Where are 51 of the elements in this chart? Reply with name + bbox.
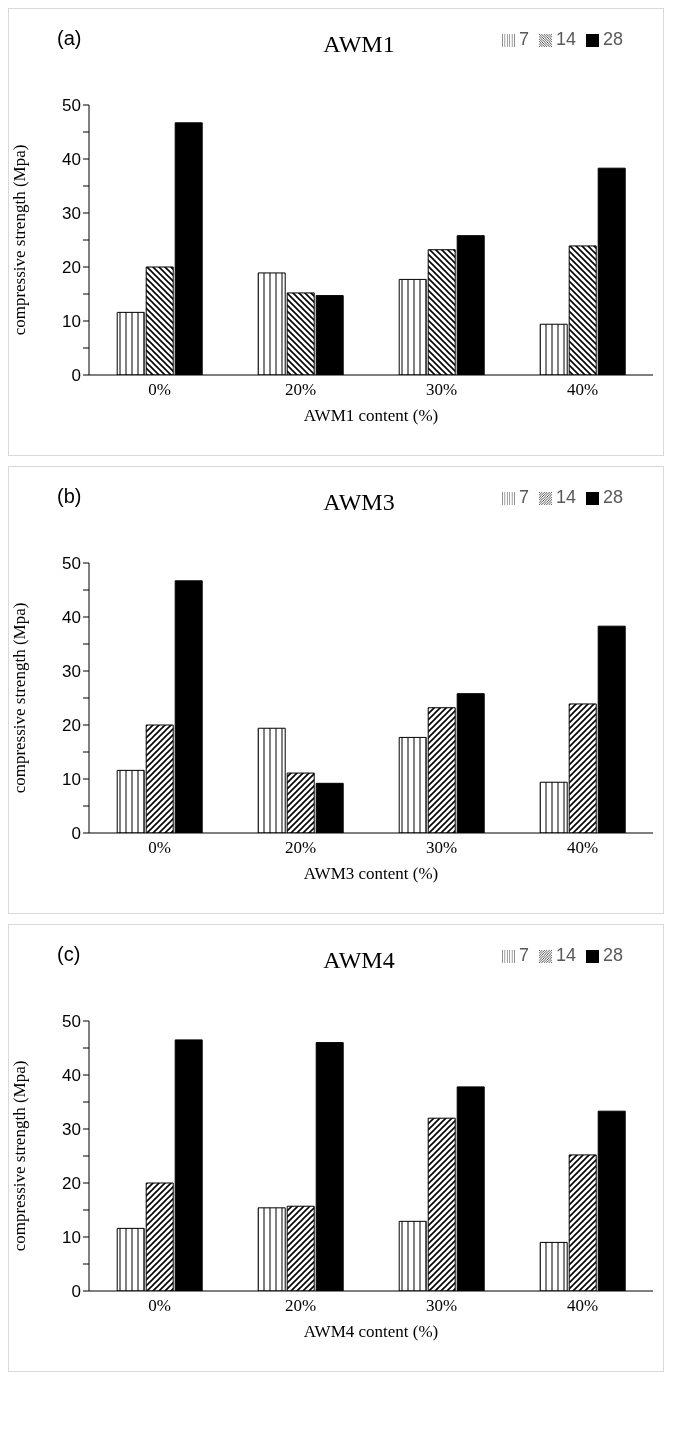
x-axis-title: AWM4 content (%) — [303, 1322, 439, 1341]
y-tick-label: 30 — [62, 204, 81, 224]
y-tick-label: 50 — [62, 96, 81, 116]
x-tick-label: 40% — [566, 380, 599, 400]
legend-label: 7 — [518, 487, 529, 507]
text: (b) — [57, 485, 82, 508]
y-tick-label: 50 — [62, 1012, 81, 1032]
y-tick-label: 0 — [71, 824, 81, 844]
y-tick-label: 30 — [62, 662, 81, 682]
y-tick-label: 30 — [62, 1120, 81, 1140]
chart-title: AWM1 — [322, 31, 396, 58]
legend-label: 14 — [555, 487, 576, 507]
legend-label: 7 — [518, 945, 529, 965]
x-tick-label: 30% — [425, 1296, 458, 1316]
y-tick-label: 50 — [62, 554, 81, 574]
x-tick-label: 0% — [148, 1296, 171, 1316]
legend-label: 14 — [555, 945, 576, 965]
chart-title: AWM4 — [322, 947, 396, 974]
text: (a) — [57, 27, 82, 50]
x-tick-label: 20% — [284, 1296, 317, 1316]
legend-label: 14 — [555, 29, 576, 49]
x-tick-label: 40% — [566, 838, 599, 858]
legend-label: 28 — [602, 487, 623, 507]
y-tick-label: 10 — [62, 1228, 81, 1248]
y-tick-label: 0 — [71, 1282, 81, 1302]
y-tick-label: 0 — [71, 366, 81, 386]
x-axis-title: AWM3 content (%) — [303, 864, 439, 883]
y-axis-title: compressive strength (Mpa) — [10, 1060, 30, 1252]
x-tick-label: 30% — [425, 380, 458, 400]
y-tick-label: 10 — [62, 312, 81, 332]
y-axis-title: compressive strength (Mpa) — [10, 602, 30, 794]
x-tick-label: 20% — [284, 380, 317, 400]
text: (c) — [57, 943, 81, 966]
x-tick-label: 40% — [566, 1296, 599, 1316]
y-tick-label: 40 — [62, 150, 81, 170]
legend-label: 7 — [518, 29, 529, 49]
y-tick-label: 10 — [62, 770, 81, 790]
legend-label: 28 — [602, 945, 623, 965]
x-axis-title: AWM1 content (%) — [303, 406, 439, 425]
x-tick-label: 30% — [425, 838, 458, 858]
y-tick-label: 20 — [62, 1174, 81, 1194]
y-tick-label: 40 — [62, 1066, 81, 1086]
x-tick-label: 0% — [148, 838, 171, 858]
legend-label: 28 — [602, 29, 623, 49]
y-axis-title: compressive strength (Mpa) — [10, 144, 30, 336]
x-tick-label: 20% — [284, 838, 317, 858]
x-tick-label: 0% — [148, 380, 171, 400]
chart-title: AWM3 — [322, 489, 396, 516]
y-tick-label: 20 — [62, 258, 81, 278]
y-tick-label: 20 — [62, 716, 81, 736]
y-tick-label: 40 — [62, 608, 81, 628]
